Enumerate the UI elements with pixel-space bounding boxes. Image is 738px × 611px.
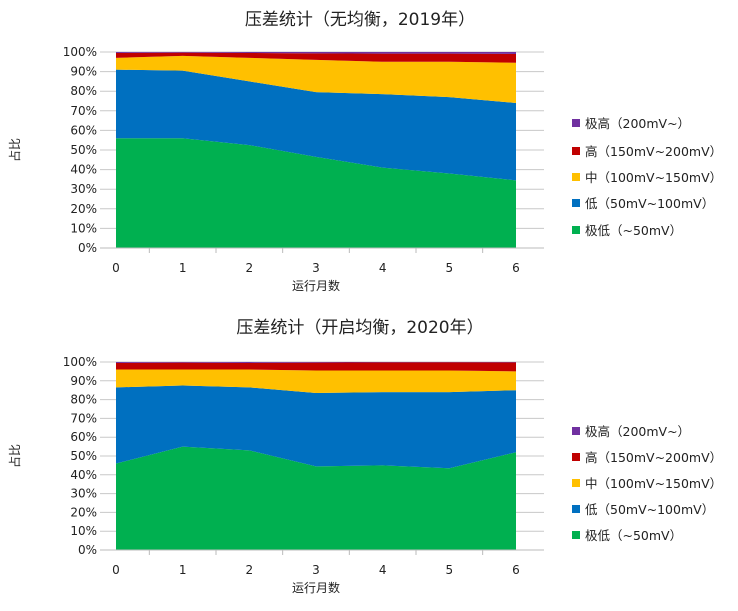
area-series-1 xyxy=(116,385,516,469)
area-series-0 xyxy=(116,446,516,550)
y-tick-label: 30% xyxy=(70,487,97,501)
y-tick-label: 60% xyxy=(70,430,97,444)
y-tick-label: 80% xyxy=(70,393,97,407)
legend-label: 极高（200mV~） xyxy=(585,116,690,131)
legend-swatch xyxy=(572,173,580,181)
x-tick-label: 1 xyxy=(179,261,187,275)
area-series-4 xyxy=(116,362,516,363)
area-series-2 xyxy=(116,55,516,103)
y-axis-label: 占比 xyxy=(7,444,22,468)
legend-swatch xyxy=(572,479,580,487)
y-tick-label: 40% xyxy=(70,163,97,177)
legend-label: 极高（200mV~） xyxy=(585,424,690,439)
chart-1: 压差统计（开启均衡，2020年） 0% 10% 20% 30% 40% 50% 60% 70% 8… xyxy=(7,318,722,595)
x-tick-label: 6 xyxy=(512,261,520,275)
y-tick-label: 0% xyxy=(78,241,97,255)
chart-title: 压差统计（无均衡，2019年） xyxy=(245,10,475,30)
y-tick-label: 30% xyxy=(70,182,97,196)
y-tick-label: 20% xyxy=(70,505,97,519)
area-series-0 xyxy=(116,138,516,248)
x-tick-label: 2 xyxy=(246,261,254,275)
x-tick-label: 6 xyxy=(512,563,520,577)
chart-0: 压差统计（无均衡，2019年） 0% 10% 20% 30% 40% 50% 60% 70% 80… xyxy=(7,10,722,293)
legend-swatch xyxy=(572,226,580,234)
y-tick-label: 10% xyxy=(70,524,97,538)
y-tick-label: 70% xyxy=(70,104,97,118)
y-tick-label: 50% xyxy=(70,449,97,463)
legend-label: 极低（~50mV） xyxy=(585,528,682,543)
area-series-1 xyxy=(116,69,516,181)
legend-label: 低（50mV~100mV） xyxy=(585,502,714,517)
x-tick-label: 2 xyxy=(246,563,254,577)
legend-swatch xyxy=(572,119,580,127)
legend-label: 中（100mV~150mV） xyxy=(585,476,722,491)
x-axis-label: 运行月数 xyxy=(292,580,340,595)
legend-swatch xyxy=(572,147,580,155)
y-tick-label: 70% xyxy=(70,411,97,425)
y-tick-label: 100% xyxy=(63,45,97,59)
x-tick-label: 5 xyxy=(446,261,454,275)
y-tick-label: 10% xyxy=(70,221,97,235)
y-tick-label: 40% xyxy=(70,468,97,482)
x-tick-label: 3 xyxy=(312,261,320,275)
legend-label: 极低（~50mV） xyxy=(585,223,682,238)
x-tick-label: 4 xyxy=(379,261,387,275)
legend-swatch xyxy=(572,427,580,435)
x-tick-label: 5 xyxy=(446,563,454,577)
y-tick-label: 80% xyxy=(70,84,97,98)
area-series-4 xyxy=(116,52,516,54)
x-tick-label: 1 xyxy=(179,563,187,577)
x-tick-label: 0 xyxy=(112,261,120,275)
x-axis-label: 运行月数 xyxy=(292,278,340,293)
legend-label: 高（150mV~200mV） xyxy=(585,144,722,159)
area-series-3 xyxy=(116,362,516,372)
y-tick-label: 20% xyxy=(70,202,97,216)
legend-label: 高（150mV~200mV） xyxy=(585,450,722,465)
y-tick-label: 90% xyxy=(70,65,97,79)
y-tick-label: 60% xyxy=(70,123,97,137)
legend-swatch xyxy=(572,505,580,513)
y-tick-label: 0% xyxy=(78,543,97,557)
y-tick-label: 100% xyxy=(63,355,97,369)
area-series-2 xyxy=(116,369,516,394)
legend-label: 中（100mV~150mV） xyxy=(585,170,722,185)
chart-title: 压差统计（开启均衡，2020年） xyxy=(236,318,483,338)
legend-swatch xyxy=(572,531,580,539)
legend-label: 低（50mV~100mV） xyxy=(585,196,714,211)
x-tick-label: 4 xyxy=(379,563,387,577)
x-tick-label: 3 xyxy=(312,563,320,577)
x-tick-label: 0 xyxy=(112,563,120,577)
y-tick-label: 50% xyxy=(70,143,97,157)
y-tick-label: 90% xyxy=(70,374,97,388)
legend-swatch xyxy=(572,453,580,461)
legend-swatch xyxy=(572,199,580,207)
y-axis-label: 占比 xyxy=(7,138,22,162)
area-series-3 xyxy=(116,52,516,63)
